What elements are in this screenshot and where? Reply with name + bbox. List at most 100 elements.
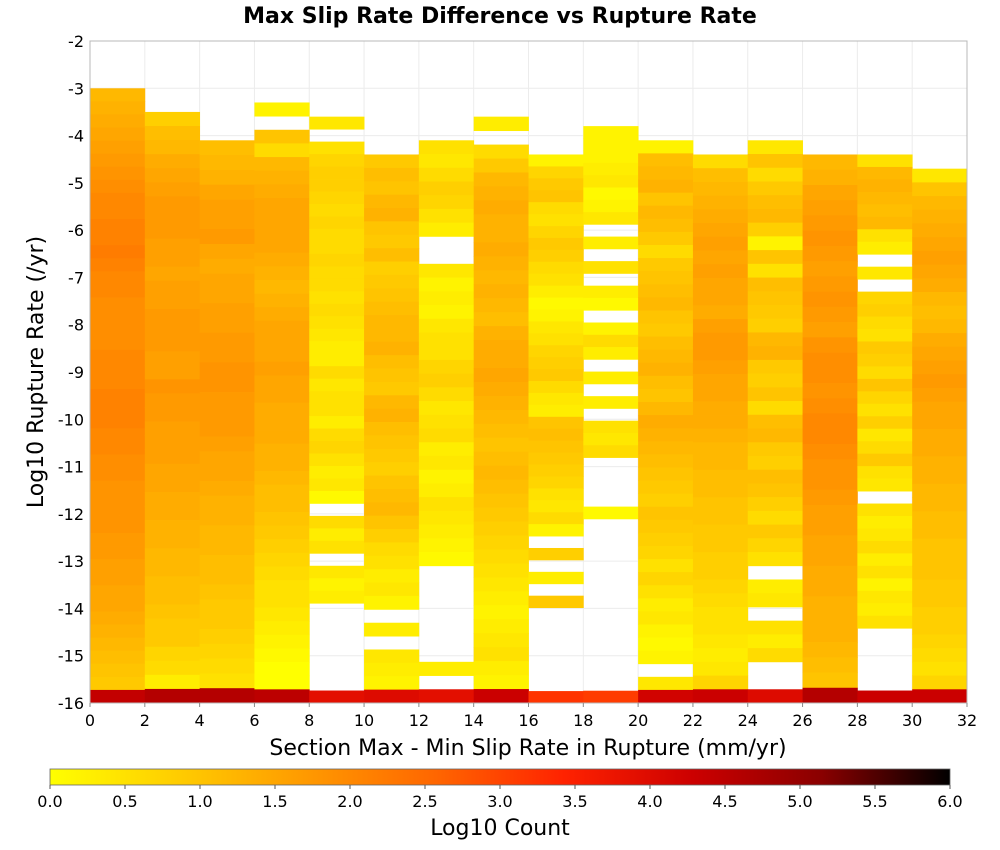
heatmap-cell xyxy=(199,214,255,230)
heatmap-cell xyxy=(90,205,146,220)
heatmap-cell xyxy=(747,140,803,155)
heatmap-cell xyxy=(528,571,584,585)
heatmap-cell xyxy=(309,515,365,529)
heatmap-cell xyxy=(90,637,146,652)
heatmap-cell xyxy=(90,297,146,312)
x-tick-label: 2 xyxy=(140,711,150,730)
heatmap-cell xyxy=(90,258,146,272)
heatmap-cell xyxy=(90,140,146,155)
heatmap-cell xyxy=(254,634,310,649)
heatmap-cell xyxy=(528,452,584,465)
heatmap-cell xyxy=(528,154,584,167)
heatmap-cell xyxy=(583,690,639,704)
heatmap-cell xyxy=(747,195,803,210)
heatmap-cell xyxy=(473,116,529,132)
y-tick-label: -2 xyxy=(68,32,84,51)
heatmap-cell xyxy=(473,661,529,676)
colorbar-tick-label: 0.5 xyxy=(112,792,137,811)
heatmap-cell xyxy=(912,538,968,553)
heatmap-cell xyxy=(692,579,749,594)
heatmap-cell xyxy=(199,406,255,423)
heatmap-cell xyxy=(309,540,365,554)
heatmap-cell xyxy=(912,552,968,567)
heatmap-cell xyxy=(90,245,146,259)
heatmap-cell xyxy=(692,456,749,471)
heatmap-cell xyxy=(528,166,584,179)
heatmap-cell xyxy=(747,455,803,471)
y-tick-label: -11 xyxy=(58,458,84,477)
heatmap-cell xyxy=(309,465,365,479)
heatmap-cell xyxy=(418,154,475,169)
heatmap-cell xyxy=(199,643,255,659)
heatmap-cell xyxy=(528,237,584,251)
heatmap-cell xyxy=(692,181,749,197)
heatmap-cell xyxy=(418,428,475,443)
heatmap-cell xyxy=(473,563,529,578)
heatmap-cell xyxy=(473,605,529,620)
heatmap-cell xyxy=(199,554,255,571)
heatmap-cell xyxy=(473,619,529,634)
heatmap-cell xyxy=(912,209,968,224)
heatmap-cell xyxy=(528,214,584,227)
x-axis-ticks: 0 2 4 6 8 10 12 14 16 18 20 22 24 26 28 30 32 xyxy=(85,703,977,730)
heatmap-cell xyxy=(802,474,858,491)
heatmap-cell xyxy=(747,552,803,567)
heatmap-cell xyxy=(144,280,201,296)
heatmap-cell xyxy=(144,365,201,380)
heatmap-cell xyxy=(638,153,694,167)
heatmap-cell xyxy=(583,420,639,434)
heatmap-cell xyxy=(199,436,255,452)
heatmap-cell xyxy=(747,401,803,416)
heatmap-cell xyxy=(473,409,529,425)
heatmap-cell xyxy=(144,111,201,127)
x-tick-label: 12 xyxy=(409,711,429,730)
heatmap-cell xyxy=(418,359,475,375)
heatmap-cell xyxy=(473,535,529,550)
heatmap-cell xyxy=(90,506,146,521)
heatmap-cell xyxy=(692,428,749,443)
heatmap-cell xyxy=(144,252,201,268)
heatmap-cell xyxy=(528,202,584,215)
heatmap-cell xyxy=(747,373,803,388)
heatmap-cell xyxy=(254,293,310,308)
heatmap-cell xyxy=(857,353,913,367)
heatmap-cell xyxy=(857,553,913,567)
heatmap-cell xyxy=(583,138,639,152)
heatmap-cell xyxy=(583,297,639,311)
colorbar-tick-label: 1.0 xyxy=(187,792,212,811)
y-tick-label: -6 xyxy=(68,221,84,240)
heatmap-cell xyxy=(364,676,420,691)
heatmap-cell xyxy=(254,593,310,608)
heatmap-cell xyxy=(528,333,584,346)
x-tick-label: 4 xyxy=(195,711,205,730)
heatmap-cell xyxy=(692,195,749,210)
heatmap-cell xyxy=(364,181,420,196)
heatmap-cell xyxy=(309,578,365,592)
heatmap-cell xyxy=(309,203,365,217)
heatmap-cell xyxy=(857,516,913,529)
heatmap-cell xyxy=(364,274,420,289)
heatmap-cell xyxy=(199,421,255,437)
heatmap-cell xyxy=(364,288,420,303)
heatmap-cell xyxy=(638,532,694,547)
heatmap-cell xyxy=(199,199,255,215)
heatmap-cell xyxy=(802,550,858,567)
heatmap-cell xyxy=(199,347,255,363)
heatmap-cell xyxy=(418,689,475,704)
heatmap-cell xyxy=(199,332,255,349)
heatmap-cell xyxy=(692,511,749,526)
colorbar xyxy=(49,768,951,786)
heatmap-cell xyxy=(418,277,475,292)
heatmap-cell xyxy=(857,154,913,168)
heatmap-cell xyxy=(912,565,968,581)
heatmap-cell xyxy=(912,428,968,444)
heatmap-cell xyxy=(364,649,420,664)
heatmap-cell xyxy=(473,353,529,369)
heatmap-cell xyxy=(638,467,694,481)
heatmap-cell xyxy=(254,525,310,540)
heatmap-cell xyxy=(473,186,529,201)
heatmap-cell xyxy=(364,569,420,583)
heatmap-cell xyxy=(364,435,420,450)
heatmap-cell xyxy=(912,415,968,430)
heatmap-cell xyxy=(638,519,694,534)
